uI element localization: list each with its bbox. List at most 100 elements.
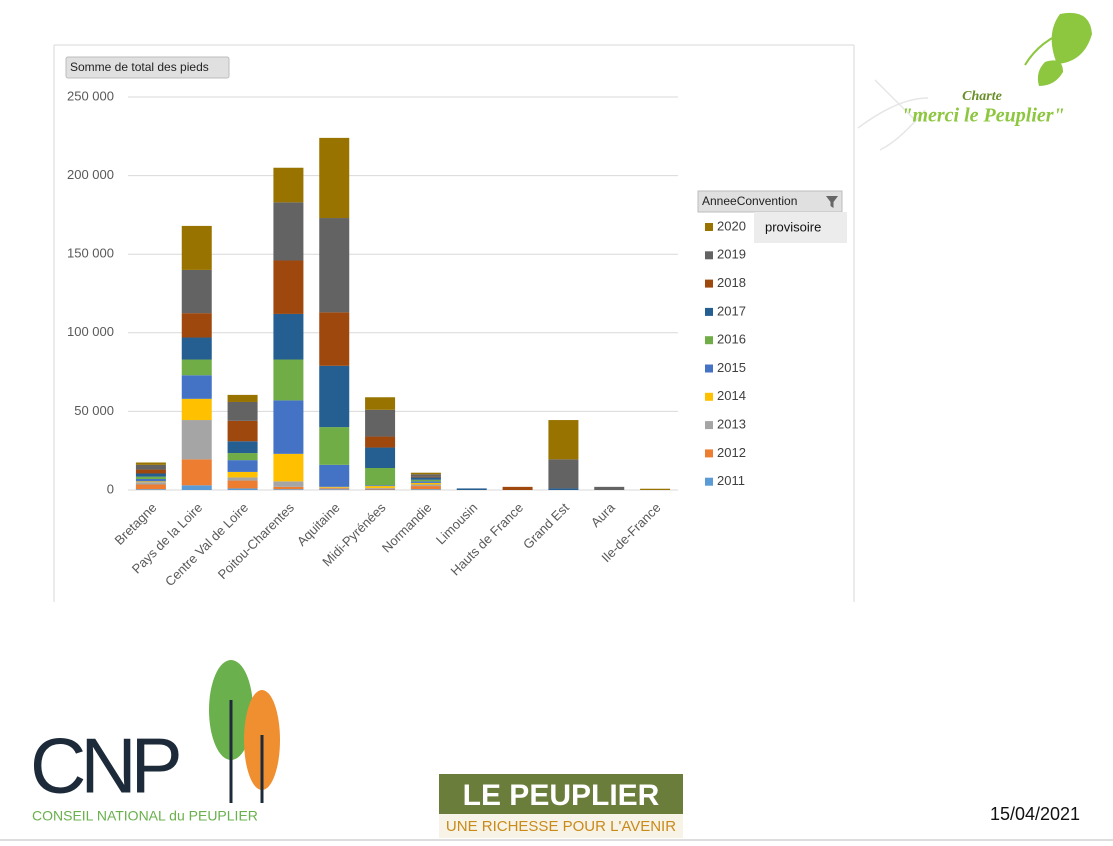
bar-segment: [365, 437, 395, 448]
bar-segment: [182, 420, 212, 459]
bar-segment: [273, 168, 303, 203]
legend-swatch: [705, 308, 713, 316]
chart-title: Somme de total des pieds: [70, 60, 209, 74]
banner-title: LE PEUPLIER: [463, 779, 660, 812]
charte: Charte: [962, 89, 1002, 104]
bar-segment: [319, 489, 349, 490]
bar-segment: [365, 468, 395, 485]
bar-segment: [548, 488, 578, 490]
bar-segment: [136, 465, 166, 470]
bar-segment: [548, 459, 578, 488]
bar-segment: [457, 488, 487, 490]
leaf: [1038, 60, 1063, 86]
bar-segment: [182, 313, 212, 337]
bar-segment: [411, 474, 441, 476]
bar-segment: [594, 487, 624, 490]
bar-segment: [273, 360, 303, 401]
bar-segment: [182, 226, 212, 270]
bar-segment: [228, 488, 258, 490]
legend-label: 2018: [717, 275, 746, 290]
bar-segment: [136, 489, 166, 490]
y-tick-label: 200 000: [67, 167, 114, 182]
bar-segment: [182, 360, 212, 376]
bar-segment: [273, 481, 303, 487]
bar-segment: [136, 470, 166, 474]
legend-swatch: [705, 251, 713, 259]
bar-segment: [228, 481, 258, 489]
bar-segment: [228, 472, 258, 478]
bar-segment: [136, 481, 166, 482]
bar-segment: [319, 138, 349, 218]
bar-segment: [319, 488, 349, 489]
x-tick-label: Grand Est: [520, 500, 572, 552]
bar-segment: [228, 421, 258, 441]
y-tick-label: 100 000: [67, 324, 114, 339]
legend-label: 2020: [717, 218, 746, 233]
legend-swatch: [705, 336, 713, 344]
bar-segment: [640, 489, 670, 490]
bar-segment: [136, 484, 166, 489]
legend-label: 2019: [717, 247, 746, 262]
bar-segment: [182, 375, 212, 399]
bar-segment: [411, 477, 441, 478]
bar-segment: [182, 338, 212, 360]
bar-segment: [273, 454, 303, 482]
legend-label: 2016: [717, 332, 746, 347]
legend-label: 2012: [717, 445, 746, 460]
x-tick-label: Bretagne: [112, 500, 160, 548]
bar-segment: [182, 399, 212, 420]
bar-segment: [365, 448, 395, 468]
y-tick-label: 50 000: [74, 403, 114, 418]
bar-segment: [182, 485, 212, 490]
bar-segment: [411, 480, 441, 482]
bar-segment: [411, 486, 441, 489]
legend-label: 2013: [717, 417, 746, 432]
banner-subtitle: UNE RICHESSE POUR L'AVENIR: [446, 818, 676, 835]
legend-label: 2014: [717, 388, 746, 403]
logo-name: CONSEIL NATIONAL du PEUPLIER: [32, 808, 258, 824]
logo-letters: CNP: [30, 722, 179, 810]
bar-segment: [136, 462, 166, 464]
legend-swatch: [705, 421, 713, 429]
legend-label: 2017: [717, 303, 746, 318]
bar-segment: [319, 465, 349, 487]
bar-segment: [228, 460, 258, 472]
leaf: [1052, 13, 1092, 64]
bar-segment: [273, 400, 303, 453]
bar-segment: [319, 366, 349, 427]
bar-segment: [136, 473, 166, 476]
bar-segment: [228, 441, 258, 453]
bar-segment: [273, 260, 303, 313]
x-tick-label: Centre Val de Loire: [162, 500, 251, 589]
x-tick-label: Limousin: [433, 500, 480, 547]
y-tick-label: 0: [107, 481, 114, 496]
bar-segment: [182, 270, 212, 313]
bar-segment: [319, 218, 349, 312]
bar-segment: [228, 477, 258, 480]
bar-segment: [273, 489, 303, 490]
bar-segment: [503, 487, 533, 490]
bar-segment: [273, 314, 303, 360]
y-tick-label: 150 000: [67, 246, 114, 261]
tooltip-text: provisoire: [765, 219, 821, 234]
bar-segment: [228, 395, 258, 402]
bar-segment: [365, 489, 395, 490]
bar-segment: [319, 488, 349, 489]
bar-segment: [136, 482, 166, 484]
legend-swatch: [705, 393, 713, 401]
bar-segment: [182, 459, 212, 485]
bar-segment: [136, 477, 166, 479]
legend-swatch: [705, 365, 713, 373]
bar-segment: [136, 479, 166, 481]
bar-segment: [411, 481, 441, 483]
bar-segment: [548, 420, 578, 459]
bar-segment: [365, 485, 395, 486]
bar-segment: [365, 488, 395, 489]
x-tick-label: Normandie: [379, 500, 435, 556]
bar-segment: [411, 484, 441, 486]
bar-segment: [228, 453, 258, 460]
bar-segment: [273, 487, 303, 489]
bar-segment: [319, 427, 349, 465]
bar-segment: [273, 202, 303, 260]
